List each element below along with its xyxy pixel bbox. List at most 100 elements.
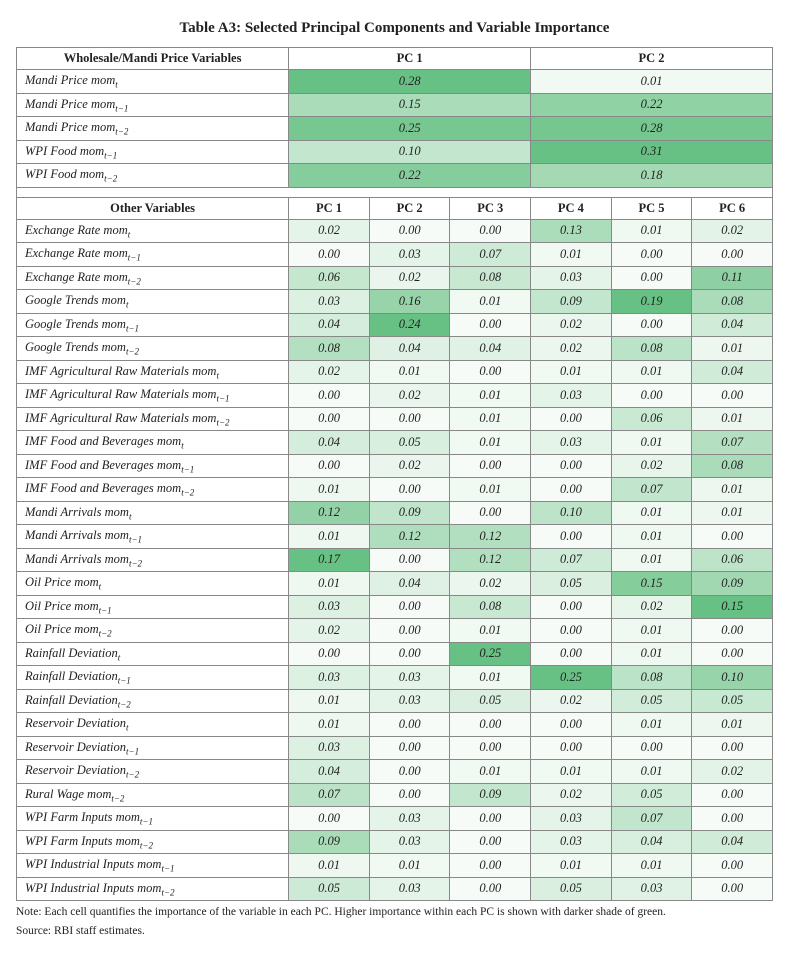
table-row: WPI Farm Inputs momt−10.000.030.000.030.… (17, 807, 773, 831)
cell-value: 0.00 (611, 266, 692, 290)
cell-value: 0.03 (289, 290, 370, 314)
cell-value: 0.22 (531, 93, 773, 117)
cell-value: 0.01 (450, 619, 531, 643)
cell-value: 0.00 (450, 877, 531, 901)
cell-value: 0.01 (289, 689, 370, 713)
cell-value: 0.00 (450, 807, 531, 831)
cell-value: 0.12 (450, 548, 531, 572)
table-row: Reservoir Deviationt0.010.000.000.000.01… (17, 713, 773, 737)
cell-value: 0.24 (369, 313, 450, 337)
cell-value: 0.01 (531, 760, 612, 784)
cell-value: 0.08 (692, 290, 773, 314)
cell-value: 0.00 (450, 736, 531, 760)
table-row: Google Trends momt0.030.160.010.090.190.… (17, 290, 773, 314)
cell-value: 0.01 (531, 243, 612, 267)
cell-value: 0.02 (450, 572, 531, 596)
cell-value: 0.00 (289, 407, 370, 431)
header-pc4: PC 4 (531, 197, 612, 219)
variable-name: Rainfall Deviationt (17, 642, 289, 666)
variable-name: WPI Farm Inputs momt−2 (17, 830, 289, 854)
cell-value: 0.00 (531, 642, 612, 666)
cell-value: 0.00 (531, 736, 612, 760)
table-row: Rainfall Deviationt−20.010.030.050.020.0… (17, 689, 773, 713)
cell-value: 0.15 (611, 572, 692, 596)
cell-value: 0.00 (369, 548, 450, 572)
cell-value: 0.01 (611, 219, 692, 243)
cell-value: 0.02 (692, 760, 773, 784)
cell-value: 0.06 (692, 548, 773, 572)
table-row: WPI Farm Inputs momt−20.090.030.000.030.… (17, 830, 773, 854)
table-row: WPI Food momt−2 0.22 0.18 (17, 164, 773, 188)
cell-value: 0.02 (289, 360, 370, 384)
table-row: Reservoir Deviationt−10.030.000.000.000.… (17, 736, 773, 760)
cell-value: 0.00 (369, 760, 450, 784)
cell-value: 0.01 (289, 713, 370, 737)
variable-name: Mandi Price momt (17, 70, 289, 94)
cell-value: 0.08 (450, 595, 531, 619)
cell-value: 0.00 (692, 877, 773, 901)
cell-value: 0.00 (450, 854, 531, 878)
variable-name: Reservoir Deviationt (17, 713, 289, 737)
header-pc1: PC 1 (289, 197, 370, 219)
cell-value: 0.04 (450, 337, 531, 361)
cell-value: 0.00 (450, 454, 531, 478)
cell-value: 0.03 (289, 595, 370, 619)
cell-value: 0.02 (289, 619, 370, 643)
cell-value: 0.25 (289, 117, 531, 141)
variable-name: WPI Industrial Inputs momt−2 (17, 877, 289, 901)
cell-value: 0.01 (450, 431, 531, 455)
cell-value: 0.00 (692, 243, 773, 267)
cell-value: 0.25 (531, 666, 612, 690)
variable-name: Exchange Rate momt−1 (17, 243, 289, 267)
table-row: IMF Agricultural Raw Materials momt−20.0… (17, 407, 773, 431)
cell-value: 0.01 (611, 431, 692, 455)
variable-name: Rural Wage momt−2 (17, 783, 289, 807)
cell-value: 0.09 (289, 830, 370, 854)
variable-name: Mandi Price momt−1 (17, 93, 289, 117)
cell-value: 0.02 (369, 454, 450, 478)
cell-value: 0.15 (289, 93, 531, 117)
cell-value: 0.05 (531, 572, 612, 596)
cell-value: 0.01 (611, 501, 692, 525)
table-row: Rainfall Deviationt0.000.000.250.000.010… (17, 642, 773, 666)
cell-value: 0.07 (692, 431, 773, 455)
cell-value: 0.00 (369, 736, 450, 760)
cell-value: 0.01 (289, 572, 370, 596)
cell-value: 0.08 (692, 454, 773, 478)
cell-value: 0.18 (531, 164, 773, 188)
cell-value: 0.10 (692, 666, 773, 690)
cell-value: 0.03 (369, 877, 450, 901)
cell-value: 0.00 (369, 595, 450, 619)
cell-value: 0.01 (611, 360, 692, 384)
cell-value: 0.01 (692, 407, 773, 431)
section-spacer (17, 187, 773, 197)
cell-value: 0.04 (692, 313, 773, 337)
table-row: Mandi Price momt−2 0.25 0.28 (17, 117, 773, 141)
table-row: IMF Food and Beverages momt−20.010.000.0… (17, 478, 773, 502)
cell-value: 0.05 (611, 689, 692, 713)
cell-value: 0.00 (531, 619, 612, 643)
table-row: Exchange Rate momt0.020.000.000.130.010.… (17, 219, 773, 243)
cell-value: 0.12 (450, 525, 531, 549)
section1-header-row: Wholesale/Mandi Price Variables PC 1 PC … (17, 48, 773, 70)
cell-value: 0.00 (450, 313, 531, 337)
cell-value: 0.01 (611, 548, 692, 572)
cell-value: 0.00 (531, 454, 612, 478)
cell-value: 0.01 (611, 525, 692, 549)
cell-value: 0.03 (531, 384, 612, 408)
cell-value: 0.02 (531, 337, 612, 361)
cell-value: 0.04 (289, 760, 370, 784)
cell-value: 0.22 (289, 164, 531, 188)
variable-name: Oil Price momt−2 (17, 619, 289, 643)
cell-value: 0.02 (531, 689, 612, 713)
cell-value: 0.00 (692, 783, 773, 807)
cell-value: 0.09 (692, 572, 773, 596)
variable-name: Mandi Arrivals momt−1 (17, 525, 289, 549)
cell-value: 0.16 (369, 290, 450, 314)
cell-value: 0.01 (611, 760, 692, 784)
cell-value: 0.31 (531, 140, 773, 164)
variable-name: Mandi Price momt−2 (17, 117, 289, 141)
cell-value: 0.00 (450, 830, 531, 854)
header-pc6: PC 6 (692, 197, 773, 219)
cell-value: 0.00 (289, 384, 370, 408)
